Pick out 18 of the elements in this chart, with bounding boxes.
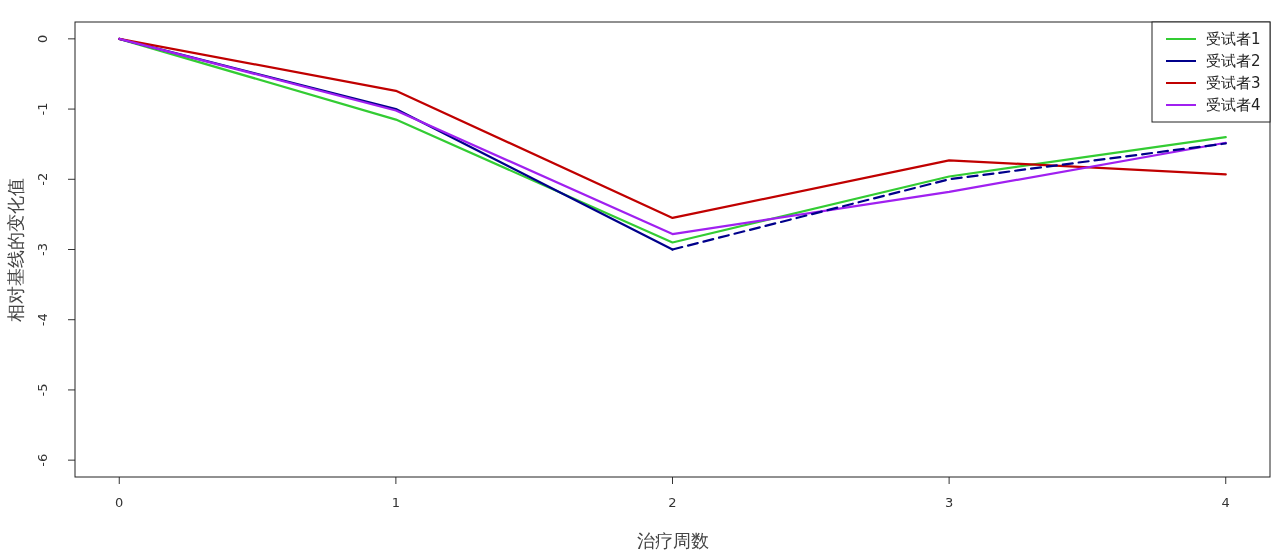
- y-tick-label: -2: [35, 172, 50, 186]
- y-tick-label: 0: [35, 34, 50, 43]
- x-tick-label: 3: [944, 495, 954, 510]
- y-tick-label: -3: [35, 243, 50, 256]
- legend-label: 受试者4: [1206, 96, 1261, 114]
- y-tick-label: -6: [35, 453, 50, 467]
- x-axis-title: 治疗周数: [636, 530, 709, 551]
- legend-label: 受试者2: [1206, 52, 1261, 70]
- y-tick-label: -4: [35, 313, 50, 327]
- legend-label: 受试者1: [1206, 30, 1261, 48]
- legend-label: 受试者3: [1206, 74, 1261, 92]
- y-tick-label: -1: [35, 102, 50, 116]
- x-tick-label: 1: [391, 495, 401, 510]
- y-tick-label: -5: [35, 383, 50, 397]
- x-tick-label: 0: [115, 495, 124, 510]
- y-axis-title: 相对基线的变化值: [5, 177, 26, 322]
- x-tick-label: 4: [1221, 495, 1230, 510]
- x-tick-label: 2: [668, 495, 677, 510]
